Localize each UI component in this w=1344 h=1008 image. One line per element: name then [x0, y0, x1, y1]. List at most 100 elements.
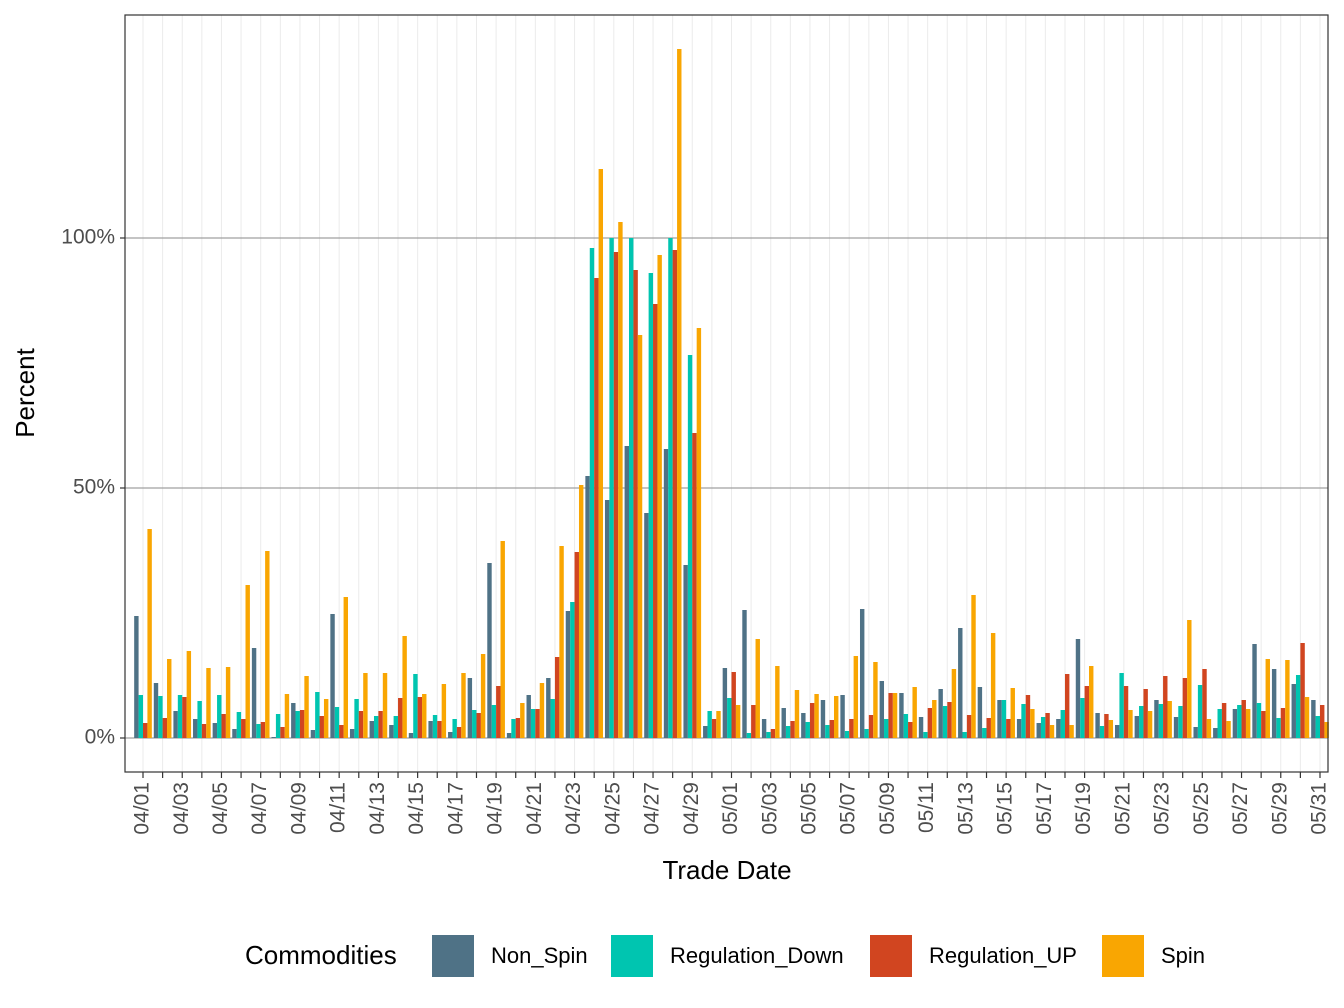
bar [825, 725, 830, 738]
bar [1252, 644, 1257, 738]
bar [687, 355, 693, 738]
bar [1324, 722, 1329, 738]
bar [241, 719, 246, 738]
bar [844, 731, 850, 738]
bar [1060, 710, 1065, 738]
bar [265, 551, 270, 738]
x-tick-label: 04/25 [601, 782, 624, 835]
x-tick-label: 04/07 [248, 782, 271, 835]
legend-label: Regulation_UP [929, 943, 1077, 968]
bar [853, 656, 859, 738]
bar [1173, 717, 1179, 738]
bar [703, 726, 708, 738]
bar [186, 651, 192, 738]
bar [496, 686, 501, 738]
bar [173, 711, 178, 738]
bar [236, 712, 242, 738]
bar [520, 703, 525, 738]
bar [716, 711, 721, 738]
bar [683, 565, 688, 738]
bar [456, 727, 462, 738]
legend-label: Non_Spin [491, 943, 588, 968]
bar [1320, 705, 1325, 738]
bar [903, 714, 909, 738]
bar [299, 710, 305, 738]
bar [500, 541, 505, 738]
bar [1197, 685, 1203, 738]
x-tick-label: 05/01 [719, 782, 742, 835]
bar [315, 692, 320, 738]
bar [1147, 711, 1153, 738]
bar [323, 699, 329, 738]
bar [260, 722, 266, 738]
bar [432, 715, 438, 738]
bar [506, 733, 512, 738]
bar [441, 684, 447, 738]
bar [884, 719, 889, 738]
bar [271, 737, 276, 738]
bar [476, 713, 481, 738]
legend-key [1102, 935, 1144, 977]
bar [559, 546, 564, 738]
bar [134, 616, 139, 738]
bar [761, 719, 767, 738]
bar [932, 700, 937, 738]
bar [962, 732, 967, 738]
x-tick-label: 04/03 [170, 782, 193, 835]
bar [990, 633, 996, 738]
bar [402, 636, 407, 738]
x-tick-label: 05/19 [1072, 782, 1095, 835]
bar [668, 238, 673, 738]
bar [742, 610, 747, 738]
bar [550, 699, 555, 738]
x-tick-label: 04/19 [484, 782, 507, 835]
bar [225, 667, 231, 738]
x-tick-label: 05/31 [1308, 782, 1331, 835]
x-tick-label: 05/29 [1268, 782, 1291, 835]
bar [585, 476, 590, 738]
bar [746, 733, 752, 738]
bar [217, 695, 222, 738]
bar [672, 250, 678, 738]
legend-key [611, 935, 653, 977]
bar [982, 728, 987, 738]
bar [618, 222, 623, 738]
bar [358, 711, 364, 738]
bar [1193, 727, 1198, 738]
bar [373, 716, 379, 738]
bar [1276, 718, 1281, 738]
bar [1237, 705, 1242, 738]
bar [389, 725, 394, 738]
x-tick-label: 04/29 [680, 782, 703, 835]
bar [546, 678, 551, 738]
x-tick-label: 05/13 [954, 782, 977, 835]
bar [343, 597, 348, 738]
bar [256, 724, 261, 738]
bar [153, 683, 159, 738]
bar [785, 726, 791, 738]
bar [1025, 695, 1031, 738]
bar [1202, 669, 1207, 738]
bar [1139, 706, 1144, 738]
bar [349, 729, 355, 738]
bar [1108, 720, 1114, 738]
bar [480, 654, 486, 738]
bar [1232, 709, 1238, 738]
bar [770, 729, 776, 738]
bar [820, 700, 826, 738]
bar [829, 720, 834, 738]
bar [574, 552, 579, 738]
bar [790, 721, 795, 738]
bar [1115, 725, 1120, 738]
bar [613, 252, 619, 738]
bar [833, 696, 839, 738]
bar [339, 725, 344, 738]
x-tick-label: 04/17 [444, 782, 467, 835]
bar [526, 695, 531, 738]
bar [193, 719, 198, 738]
bar [1030, 709, 1035, 738]
legend-title: Commodities [245, 940, 397, 970]
bar [775, 666, 780, 738]
bar [1010, 688, 1015, 738]
bar [1143, 689, 1148, 738]
